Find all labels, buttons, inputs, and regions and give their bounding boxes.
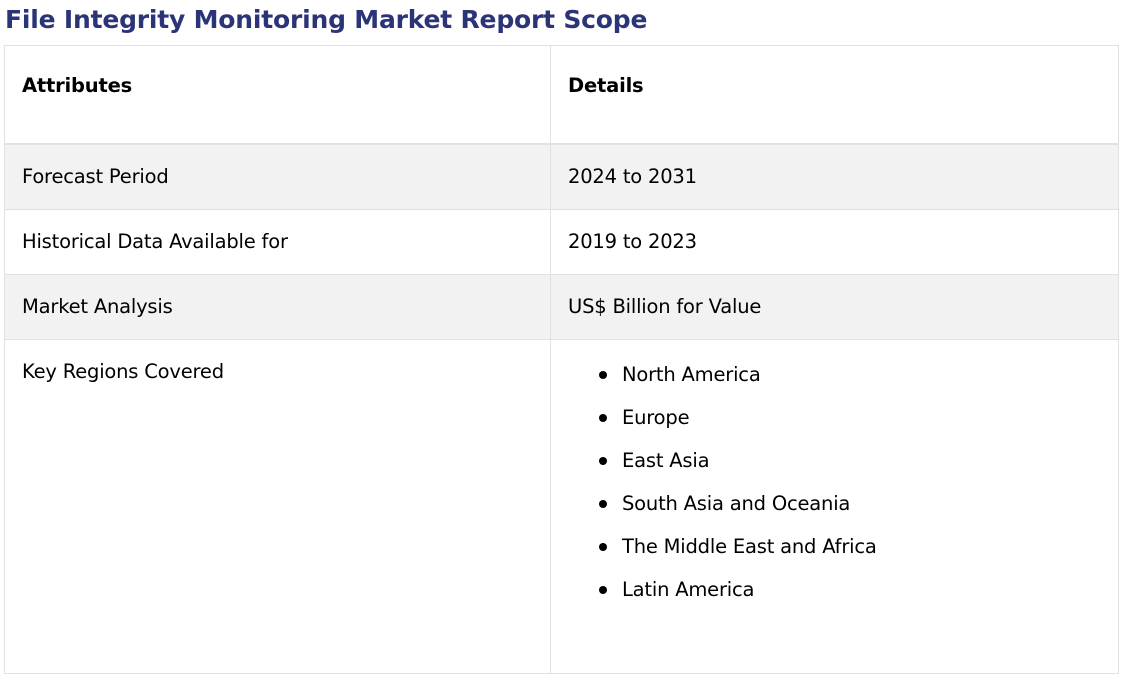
attribute-cell: Market Analysis xyxy=(4,273,551,340)
table-row: Market Analysis US$ Billion for Value xyxy=(4,273,1119,340)
detail-cell: 2024 to 2031 xyxy=(550,143,1119,210)
region-label: East Asia xyxy=(622,448,710,472)
region-list: North America Europe East Asia South Asi… xyxy=(568,340,1101,621)
list-item: The Middle East and Africa xyxy=(599,534,1101,577)
report-scope-table: Attributes Details Forecast Period 2024 … xyxy=(4,45,1119,674)
page-title: File Integrity Monitoring Market Report … xyxy=(5,5,648,34)
detail-cell: 2019 to 2023 xyxy=(550,208,1119,275)
table-body: Forecast Period 2024 to 2031 Historical … xyxy=(4,143,1119,674)
list-item: Europe xyxy=(599,405,1101,448)
bullet-icon xyxy=(599,543,607,552)
header-row: Attributes Details xyxy=(4,45,1119,145)
detail-cell-regions: North America Europe East Asia South Asi… xyxy=(550,338,1119,674)
attribute-cell: Historical Data Available for xyxy=(4,208,551,275)
attribute-cell: Forecast Period xyxy=(4,143,551,210)
table-row: Forecast Period 2024 to 2031 xyxy=(4,143,1119,210)
region-label: North America xyxy=(622,362,761,386)
table-row-regions: Key Regions Covered North America Europe… xyxy=(4,338,1119,674)
list-item: East Asia xyxy=(599,448,1101,491)
list-item: South Asia and Oceania xyxy=(599,491,1101,534)
table-header: Attributes Details xyxy=(4,45,1119,145)
column-header-attributes: Attributes xyxy=(4,45,551,145)
table-row: Historical Data Available for 2019 to 20… xyxy=(4,208,1119,275)
region-label: The Middle East and Africa xyxy=(622,535,877,559)
bullet-icon xyxy=(599,456,607,465)
bullet-icon xyxy=(599,370,607,379)
list-item: Latin America xyxy=(599,577,1101,620)
attribute-cell: Key Regions Covered xyxy=(4,338,551,674)
list-item: North America xyxy=(599,362,1101,405)
region-label: Europe xyxy=(622,405,690,429)
column-header-details: Details xyxy=(550,45,1119,145)
region-label: Latin America xyxy=(622,578,755,602)
detail-cell: US$ Billion for Value xyxy=(550,273,1119,340)
region-label: South Asia and Oceania xyxy=(622,492,851,516)
bullet-icon xyxy=(599,500,607,509)
bullet-icon xyxy=(599,586,607,595)
bullet-icon xyxy=(599,413,607,422)
